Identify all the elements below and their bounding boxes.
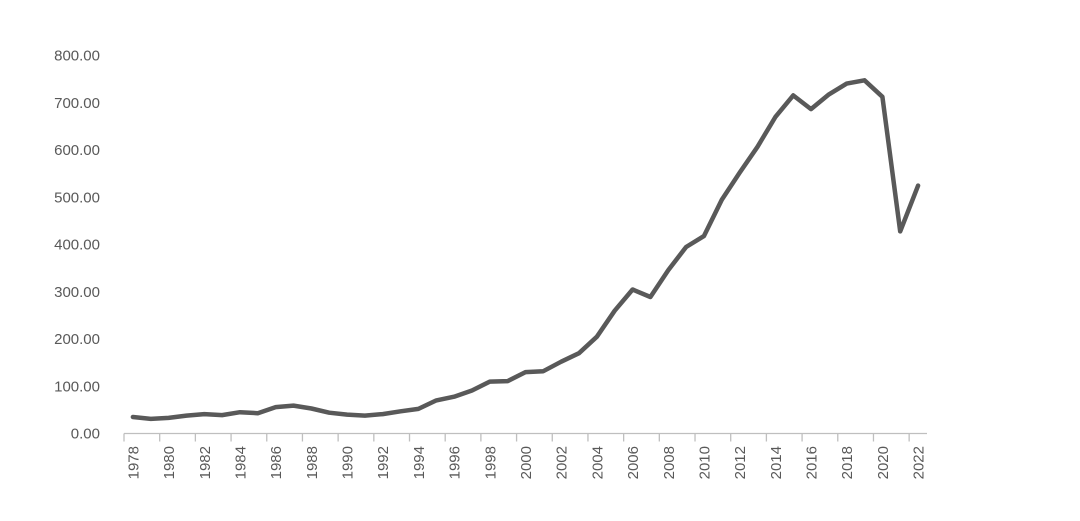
x-axis-tick-label: 2018 xyxy=(839,446,856,479)
x-axis-tick-label: 2008 xyxy=(661,446,678,479)
y-axis-tick-label: 400.00 xyxy=(54,237,100,254)
x-axis-tick-label: 1986 xyxy=(268,446,285,479)
y-axis-tick-label: 200.00 xyxy=(54,331,100,348)
x-axis-tick-label: 2006 xyxy=(625,446,642,479)
x-axis-tick-label: 1990 xyxy=(340,446,357,479)
x-axis-tick-label: 2004 xyxy=(589,446,606,479)
x-axis-tick-label: 1996 xyxy=(447,446,464,479)
y-axis-tick-label: 0.00 xyxy=(71,426,100,443)
y-axis-tick-label: 700.00 xyxy=(54,95,100,112)
x-axis-tick-label: 1978 xyxy=(125,446,142,479)
y-axis-tick-label: 100.00 xyxy=(54,378,100,395)
x-axis-tick-label: 2016 xyxy=(804,446,821,479)
data-line xyxy=(130,78,921,422)
x-axis-tick-label: 1988 xyxy=(304,446,321,479)
x-axis-tick-label: 2020 xyxy=(875,446,892,479)
x-axis-tick-label: 2022 xyxy=(911,446,928,479)
x-axis-tick-label: 2012 xyxy=(732,446,749,479)
x-axis-tick-label: 1984 xyxy=(232,446,249,479)
x-axis-tick-label: 1994 xyxy=(411,446,428,479)
x-axis-tick-label: 1992 xyxy=(375,446,392,479)
x-axis-tick-label: 2014 xyxy=(768,446,785,479)
y-axis-tick-label: 500.00 xyxy=(54,189,100,206)
y-axis-tick-label: 600.00 xyxy=(54,142,100,159)
x-axis-tick-label: 1980 xyxy=(161,446,178,479)
y-axis-tick-label: 300.00 xyxy=(54,284,100,301)
x-axis-tick-label: 2002 xyxy=(554,446,571,479)
x-axis-tick-label: 1982 xyxy=(197,446,214,479)
x-axis-tick-label: 1998 xyxy=(482,446,499,479)
y-axis-tick-label: 800.00 xyxy=(54,48,100,65)
x-axis-tick-label: 2000 xyxy=(518,446,535,479)
x-axis-tick-label: 2010 xyxy=(696,446,713,479)
